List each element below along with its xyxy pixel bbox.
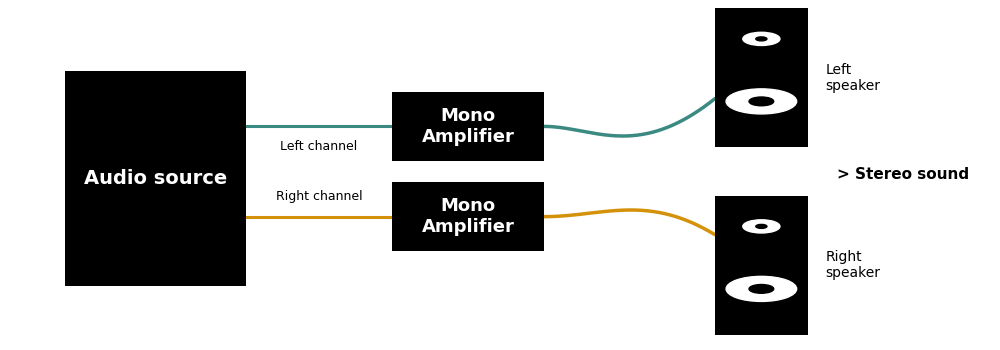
Text: > Stereo sound: > Stereo sound — [837, 168, 969, 182]
Text: Mono
Amplifier: Mono Amplifier — [422, 197, 515, 236]
Text: Right channel: Right channel — [276, 190, 362, 203]
Circle shape — [756, 37, 767, 41]
Circle shape — [743, 220, 780, 233]
Circle shape — [743, 32, 780, 46]
FancyBboxPatch shape — [715, 8, 808, 147]
FancyBboxPatch shape — [392, 182, 544, 251]
Circle shape — [726, 89, 797, 114]
FancyBboxPatch shape — [65, 71, 246, 286]
Circle shape — [749, 97, 774, 106]
Circle shape — [749, 285, 774, 293]
FancyBboxPatch shape — [392, 92, 544, 161]
Text: Right
speaker: Right speaker — [825, 250, 880, 280]
FancyBboxPatch shape — [715, 196, 808, 335]
Text: Left channel: Left channel — [280, 140, 358, 153]
Text: Left
speaker: Left speaker — [825, 63, 880, 93]
Circle shape — [756, 224, 767, 228]
Text: Audio source: Audio source — [84, 169, 227, 188]
Circle shape — [726, 276, 797, 301]
Text: Mono
Amplifier: Mono Amplifier — [422, 107, 515, 146]
